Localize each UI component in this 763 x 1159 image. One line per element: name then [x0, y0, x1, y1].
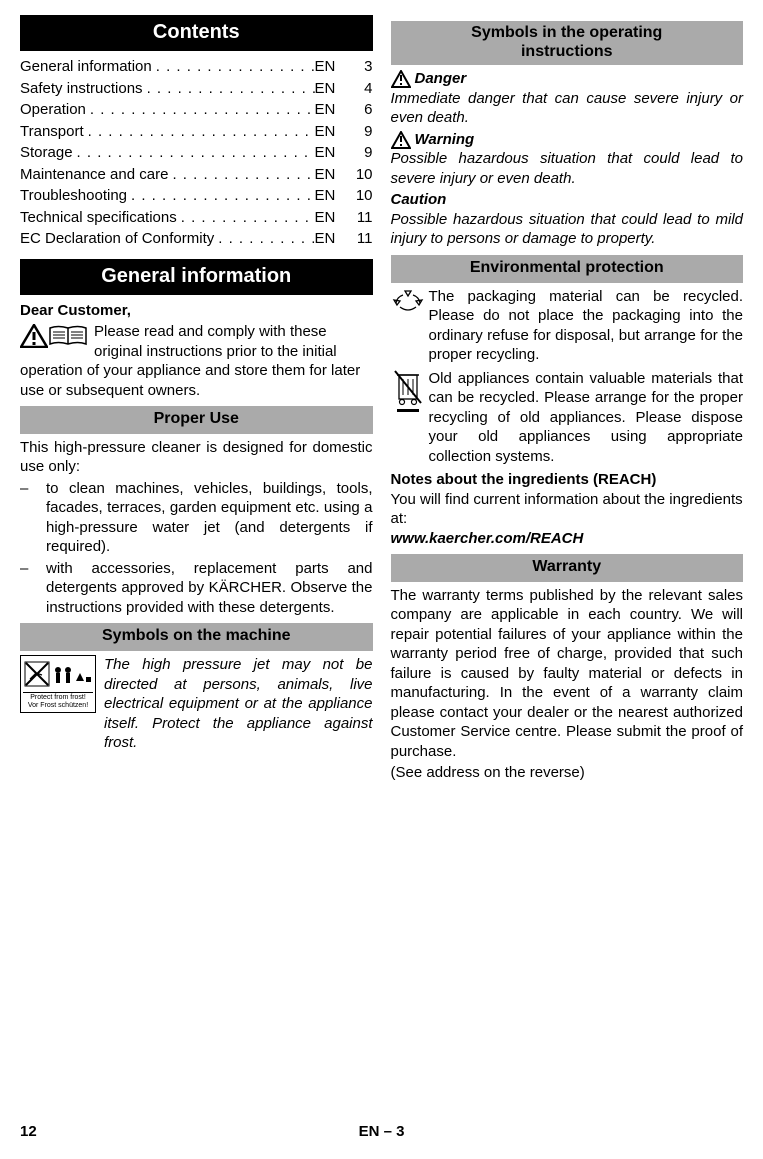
contents-heading: Contents — [20, 15, 373, 51]
danger-heading: Danger — [391, 69, 744, 89]
toc-dots: . . . . . . . . . . . . . . . . . . . . … — [214, 229, 314, 249]
toc-lang: EN — [315, 122, 351, 142]
toc-title: EC Declaration of Conformity — [20, 229, 214, 249]
right-column: Symbols in the operating instructions Da… — [391, 15, 744, 783]
page-columns: Contents General information. . . . . . … — [20, 15, 743, 783]
env-text-1: The packaging material can be recycled. … — [429, 287, 744, 365]
toc-row: Maintenance and care. . . . . . . . . . … — [20, 165, 373, 185]
intro-block: Please read and comply with these origin… — [20, 322, 373, 400]
reach-url: www.kaercher.com/REACH — [391, 529, 744, 549]
dear-customer: Dear Customer, — [20, 301, 373, 321]
toc-title: Transport — [20, 122, 84, 142]
reach-text: You will find current information about … — [391, 490, 744, 529]
left-column: Contents General information. . . . . . … — [20, 15, 373, 783]
toc-page: 3 — [351, 57, 373, 77]
warning-heading: Warning — [391, 130, 744, 150]
env-block-1: The packaging material can be recycled. … — [391, 287, 744, 365]
toc-dots: . . . . . . . . . . . . . . . . . . . . … — [73, 143, 315, 163]
frost-symbol-image: Protect from frost! Vor Frost schützen! — [20, 655, 96, 755]
toc-title: General information — [20, 57, 152, 77]
toc-lang: EN — [315, 165, 351, 185]
list-item: –to clean machines, vehicles, buildings,… — [20, 479, 373, 557]
toc-title: Safety instructions — [20, 79, 143, 99]
toc-lang: EN — [315, 208, 351, 228]
toc-lang: EN — [315, 57, 351, 77]
toc-title: Storage — [20, 143, 73, 163]
toc-lang: EN — [315, 79, 351, 99]
warranty-heading: Warranty — [391, 554, 744, 582]
manual-book-icon — [48, 324, 88, 348]
toc-row: General information. . . . . . . . . . .… — [20, 57, 373, 77]
no-spray-icon — [24, 661, 92, 691]
toc-dots: . . . . . . . . . . . . . . . . . . . . … — [143, 79, 315, 99]
footer-page-left: 12 — [20, 1122, 37, 1142]
list-text: to clean machines, vehicles, buildings, … — [46, 479, 373, 557]
proper-use-intro: This high-pressure cleaner is designed f… — [20, 438, 373, 477]
table-of-contents: General information. . . . . . . . . . .… — [20, 57, 373, 249]
env-text-2: Old appliances contain valuable material… — [429, 369, 744, 467]
warning-text: Possible hazardous situation that could … — [391, 149, 744, 188]
toc-title: Troubleshooting — [20, 186, 127, 206]
caution-text: Possible hazardous situation that could … — [391, 210, 744, 249]
toc-page: 10 — [351, 165, 373, 185]
toc-dots: . . . . . . . . . . . . . . . . . . . . … — [84, 122, 315, 142]
warranty-text-2: (See address on the reverse) — [391, 763, 744, 783]
toc-lang: EN — [315, 143, 351, 163]
toc-page: 4 — [351, 79, 373, 99]
proper-use-heading: Proper Use — [20, 406, 373, 434]
toc-row: Troubleshooting. . . . . . . . . . . . .… — [20, 186, 373, 206]
caution-label: Caution — [391, 190, 744, 210]
toc-lang: EN — [315, 229, 351, 249]
warning-triangle-icon — [391, 131, 411, 149]
toc-title: Technical specifications — [20, 208, 177, 228]
toc-dots: . . . . . . . . . . . . . . . . . . . . … — [152, 57, 315, 77]
frost-label-2: Vor Frost schützen! — [23, 702, 93, 710]
proper-use-list: –to clean machines, vehicles, buildings,… — [20, 479, 373, 618]
toc-page: 10 — [351, 186, 373, 206]
symbols-instructions-heading: Symbols in the operating instructions — [391, 21, 744, 65]
symbols-machine-text: The high pressure jet may not be directe… — [104, 655, 373, 753]
warranty-text-1: The warranty terms published by the rele… — [391, 586, 744, 762]
toc-dots: . . . . . . . . . . . . . . . . . . . . … — [168, 165, 314, 185]
toc-lang: EN — [315, 186, 351, 206]
list-item: –with accessories, replacement parts and… — [20, 559, 373, 618]
toc-row: Operation. . . . . . . . . . . . . . . .… — [20, 100, 373, 120]
toc-page: 11 — [351, 208, 373, 228]
warning-triangle-icon — [20, 324, 48, 348]
symbol-machine-block: Protect from frost! Vor Frost schützen! … — [20, 655, 373, 755]
env-block-2: Old appliances contain valuable material… — [391, 369, 744, 467]
warning-triangle-icon — [391, 70, 411, 88]
list-dash: – — [20, 479, 46, 557]
toc-row: EC Declaration of Conformity. . . . . . … — [20, 229, 373, 249]
list-dash: – — [20, 559, 46, 618]
toc-page: 9 — [351, 143, 373, 163]
page-footer: 12 EN – 3 — [20, 1122, 743, 1142]
toc-title: Maintenance and care — [20, 165, 168, 185]
footer-page-center: EN – 3 — [359, 1122, 405, 1142]
toc-page: 11 — [351, 229, 373, 249]
danger-label: Danger — [415, 69, 467, 89]
env-heading: Environmental protection — [391, 255, 744, 283]
toc-row: Transport. . . . . . . . . . . . . . . .… — [20, 122, 373, 142]
weee-bin-icon — [391, 369, 429, 467]
reach-heading: Notes about the ingredients (REACH) — [391, 470, 744, 490]
toc-row: Safety instructions. . . . . . . . . . .… — [20, 79, 373, 99]
toc-page: 9 — [351, 122, 373, 142]
intro-icons — [20, 324, 88, 348]
toc-lang: EN — [315, 100, 351, 120]
toc-page: 6 — [351, 100, 373, 120]
toc-dots: . . . . . . . . . . . . . . . . . . . . … — [177, 208, 315, 228]
warning-label: Warning — [415, 130, 475, 150]
toc-row: Technical specifications. . . . . . . . … — [20, 208, 373, 228]
list-text: with accessories, replacement parts and … — [46, 559, 373, 618]
danger-text: Immediate danger that can cause severe i… — [391, 89, 744, 128]
toc-row: Storage. . . . . . . . . . . . . . . . .… — [20, 143, 373, 163]
general-info-heading: General information — [20, 259, 373, 295]
symbols-machine-heading: Symbols on the machine — [20, 623, 373, 651]
toc-dots: . . . . . . . . . . . . . . . . . . . . … — [86, 100, 315, 120]
toc-dots: . . . . . . . . . . . . . . . . . . . . … — [127, 186, 314, 206]
recycle-icon — [391, 287, 429, 365]
frost-label-1: Protect from frost! — [23, 694, 93, 702]
toc-title: Operation — [20, 100, 86, 120]
